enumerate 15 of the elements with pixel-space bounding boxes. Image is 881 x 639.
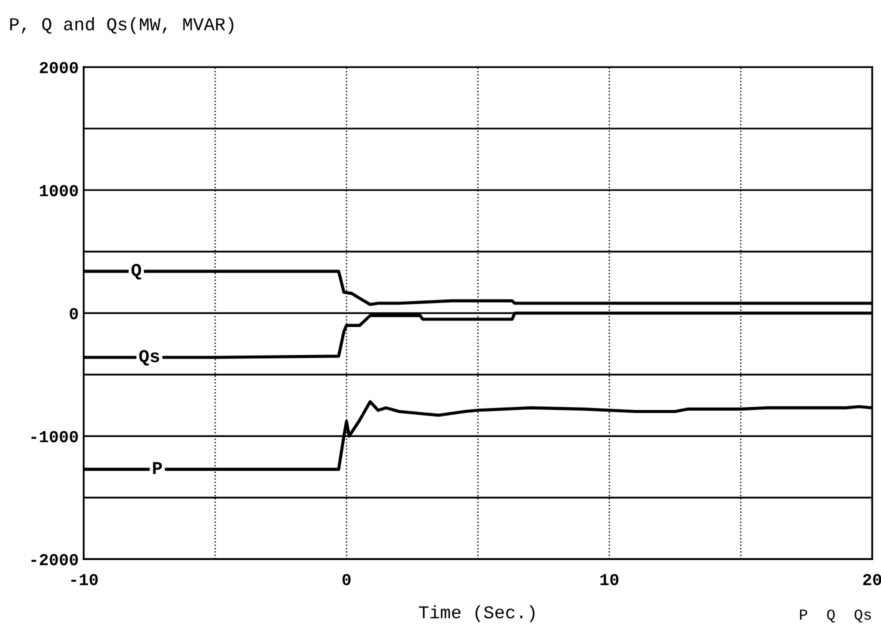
- y-tick-label: 0: [70, 308, 78, 320]
- series-label: P: [153, 462, 162, 474]
- series-label: Qs: [139, 350, 160, 366]
- y-tick-label: -2000: [31, 554, 78, 566]
- x-tick-label: 10: [600, 574, 618, 586]
- series-label: Q: [131, 264, 142, 280]
- chart-title: P, Q and Qs(MW, MVAR): [10, 17, 234, 34]
- x-tick-label: -10: [71, 574, 98, 586]
- x-tick-label: 0: [342, 574, 351, 586]
- y-tick-label: -1000: [31, 431, 78, 442]
- text: P Q Qs: [800, 609, 871, 623]
- x-tick-label: 20: [863, 574, 881, 586]
- y-tick-label: 2000: [40, 62, 78, 74]
- y-tick-label: 1000: [40, 184, 78, 196]
- x-axis-title: Time (Sec.): [419, 605, 534, 622]
